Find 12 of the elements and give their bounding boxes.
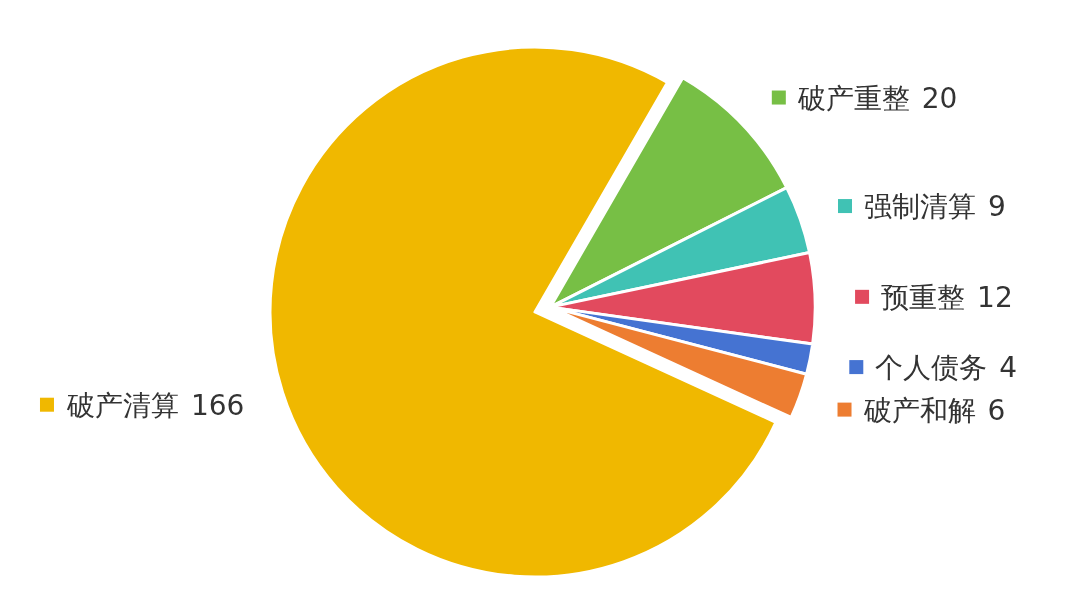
legend-label: 个人债务: [875, 351, 988, 385]
data-label: 12: [977, 280, 1013, 314]
legend-label: 预重整: [881, 280, 966, 314]
legend-label: 破产重整: [796, 81, 910, 115]
legend-label: 强制清算: [864, 190, 977, 224]
data-label: 20: [921, 81, 958, 115]
data-label: 9: [988, 190, 1006, 224]
data-label: 4: [999, 351, 1018, 385]
legend-label: 破产和解: [862, 393, 976, 427]
data-label: 6: [987, 393, 1006, 427]
legend-label: 破产清算: [65, 388, 179, 422]
data-label: 166: [190, 388, 245, 422]
